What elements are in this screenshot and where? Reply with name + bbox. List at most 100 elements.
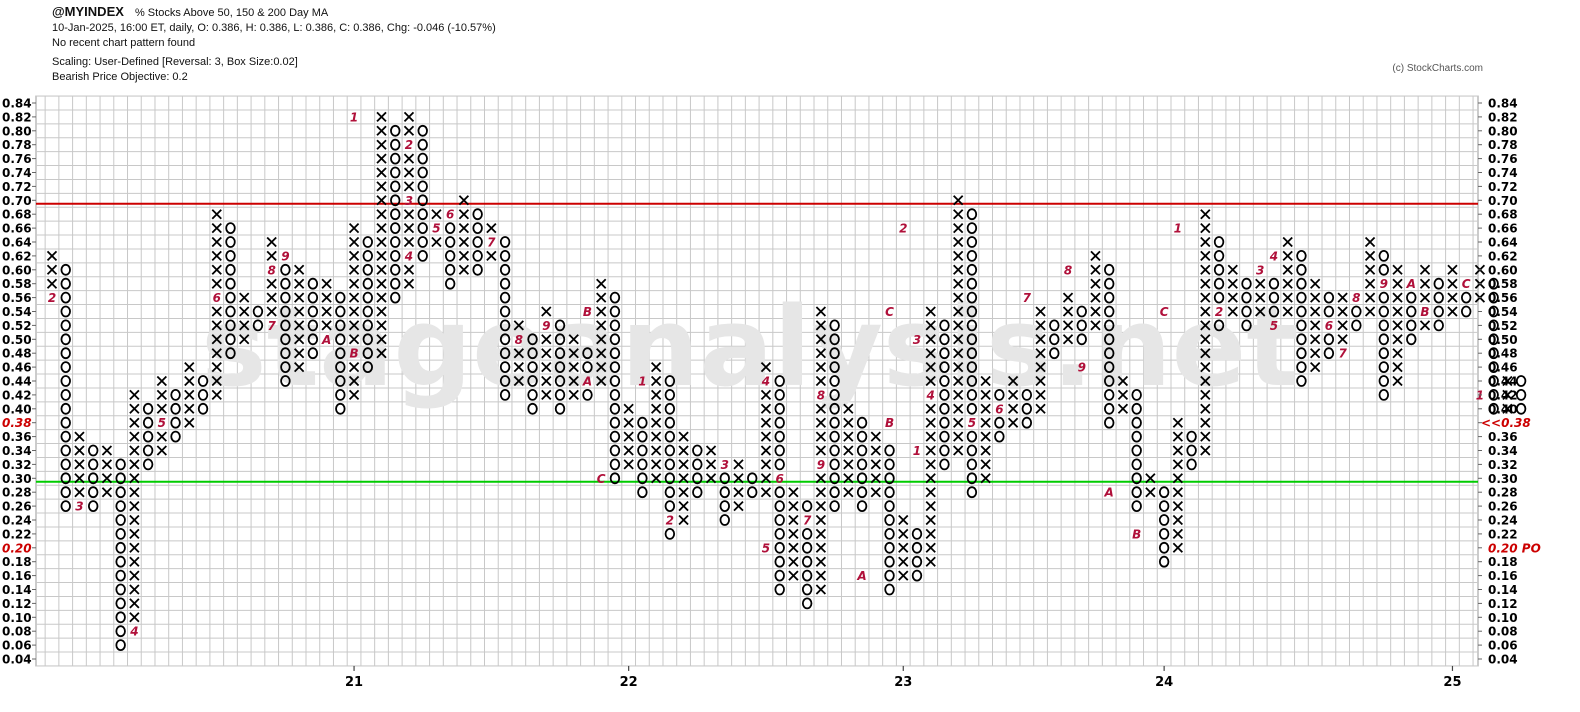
o-mark — [417, 249, 428, 262]
x-mark — [513, 361, 524, 373]
x-mark — [980, 417, 991, 428]
o-mark — [1406, 291, 1417, 304]
o-mark — [335, 402, 346, 415]
x-mark — [1145, 473, 1156, 484]
o-mark — [774, 458, 785, 471]
o-mark — [884, 555, 895, 568]
month-label: 5 — [432, 222, 440, 236]
x-mark — [1062, 306, 1074, 317]
o-mark — [856, 430, 868, 443]
x-mark — [1255, 278, 1266, 289]
x-mark — [1090, 292, 1101, 303]
x-mark — [239, 306, 250, 317]
o-mark — [280, 361, 291, 374]
o-mark — [884, 486, 895, 499]
o-mark — [966, 222, 978, 235]
x-mark — [376, 153, 387, 164]
x-mark — [1502, 389, 1513, 401]
x-mark — [568, 389, 579, 401]
x-mark — [925, 556, 936, 567]
o-mark — [1268, 277, 1280, 290]
y-axis-right: 0.840.820.800.780.760.740.720.700.680.66… — [1478, 97, 1541, 667]
x-mark — [541, 334, 552, 345]
x-mark — [678, 431, 689, 442]
o-mark — [1241, 305, 1252, 318]
o-mark — [307, 305, 319, 318]
o-mark — [966, 388, 978, 401]
o-mark — [1186, 458, 1197, 471]
x-mark — [623, 431, 634, 442]
y-tick-label-left: 0.34 — [2, 444, 32, 458]
o-mark — [280, 375, 291, 387]
x-mark — [458, 209, 470, 220]
x-mark — [294, 292, 305, 303]
y-tick-label-left: 0.52 — [2, 319, 32, 333]
o-mark — [1158, 528, 1170, 540]
y-tick-label-left: 0.32 — [2, 458, 32, 472]
x-mark — [1200, 375, 1211, 387]
month-label: 5 — [1270, 319, 1278, 333]
o-mark — [554, 361, 566, 374]
x-mark — [925, 528, 936, 540]
o-mark — [939, 402, 950, 415]
o-mark — [417, 180, 428, 193]
o-mark — [1186, 430, 1197, 443]
x-mark — [760, 459, 772, 470]
x-axis: 21 22 23 24 25 — [345, 665, 1462, 690]
o-mark — [60, 319, 71, 332]
x-mark — [623, 459, 634, 470]
o-mark — [170, 430, 181, 443]
x-mark — [815, 403, 827, 414]
o-mark — [829, 500, 840, 513]
o-mark — [60, 472, 71, 485]
o-mark — [1158, 500, 1170, 513]
y-tick-label-left: 0.24 — [2, 514, 32, 528]
x-mark — [1200, 403, 1211, 414]
o-mark — [1296, 305, 1307, 318]
o-mark — [966, 458, 978, 471]
x-mark — [1364, 264, 1376, 275]
x-mark — [403, 264, 415, 275]
o-mark — [829, 430, 840, 443]
o-mark — [115, 458, 126, 471]
o-mark — [884, 583, 895, 596]
o-mark — [280, 305, 291, 318]
o-mark — [801, 528, 813, 540]
y-tick-label-right: 0.56 — [1488, 291, 1518, 305]
y-tick-label-left: 0.74 — [2, 166, 32, 180]
o-mark — [1296, 333, 1307, 346]
month-label: 8 — [1064, 263, 1072, 277]
y-tick-label-right: 0.30 — [1488, 472, 1518, 486]
y-tick-label-left: 0.82 — [2, 110, 32, 124]
x-mark — [815, 542, 827, 553]
o-mark — [225, 236, 236, 248]
o-mark — [335, 333, 346, 346]
x-mark — [211, 264, 222, 275]
o-mark — [1021, 402, 1033, 415]
x-mark — [1392, 292, 1403, 303]
o-mark — [115, 541, 126, 554]
o-mark — [911, 555, 923, 568]
x-mark — [815, 514, 827, 526]
o-mark — [1213, 277, 1225, 290]
x-mark — [486, 222, 497, 234]
y-tick-label-right: 0.64 — [1488, 236, 1518, 250]
o-mark — [719, 486, 730, 499]
y-tick-label-right: 0.12 — [1488, 597, 1518, 611]
x-mark — [376, 292, 387, 303]
o-mark — [197, 388, 209, 401]
o-mark — [115, 611, 126, 624]
o-mark — [225, 263, 236, 276]
x-mark — [129, 473, 140, 484]
chart-header: @MYINDEX % Stocks Above 50, 150 & 200 Da… — [52, 4, 496, 85]
x-mark — [1090, 278, 1101, 289]
x-mark — [1310, 320, 1321, 331]
x-mark — [760, 473, 772, 484]
y-tick-label-left: 0.62 — [2, 249, 32, 263]
x-mark — [843, 445, 854, 456]
o-mark — [1131, 486, 1142, 499]
o-mark — [1104, 375, 1115, 387]
x-mark — [788, 556, 799, 567]
x-mark — [376, 348, 387, 359]
y-tick-label-right: 0.76 — [1488, 152, 1518, 166]
